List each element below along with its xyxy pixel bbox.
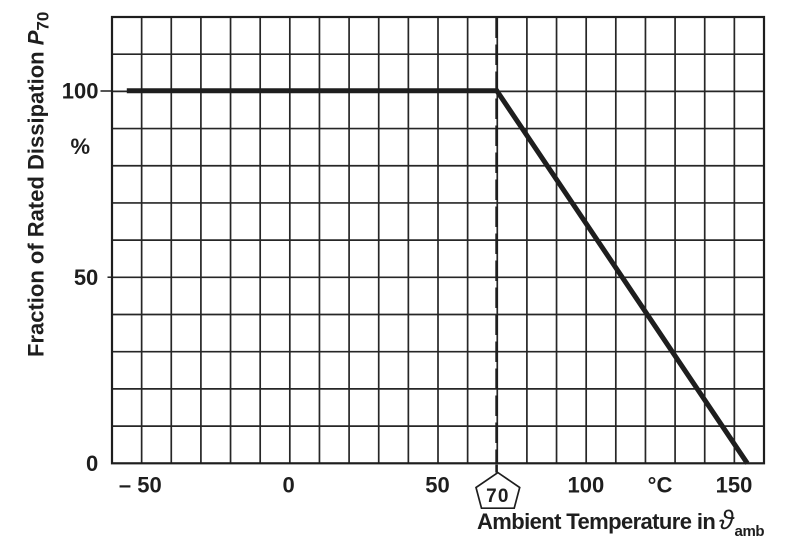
svg-text:%: % [71,134,91,159]
svg-text:100: 100 [568,473,605,498]
svg-text:amb: amb [735,523,765,540]
svg-text:°C: °C [648,473,673,498]
svg-text:Fraction of Rated Dissipation: Fraction of Rated Dissipation P70 [24,12,53,357]
svg-text:150: 150 [716,473,753,498]
svg-text:0: 0 [86,451,98,476]
svg-text:50: 50 [425,473,449,498]
svg-text:0: 0 [282,473,294,498]
svg-text:Ambient Temperature in: Ambient Temperature in [477,509,715,534]
svg-text:– 50: – 50 [119,473,162,498]
svg-text:70: 70 [486,486,510,507]
svg-text:100: 100 [62,79,99,104]
svg-text:50: 50 [74,265,98,290]
svg-text:ϑ: ϑ [719,505,735,535]
